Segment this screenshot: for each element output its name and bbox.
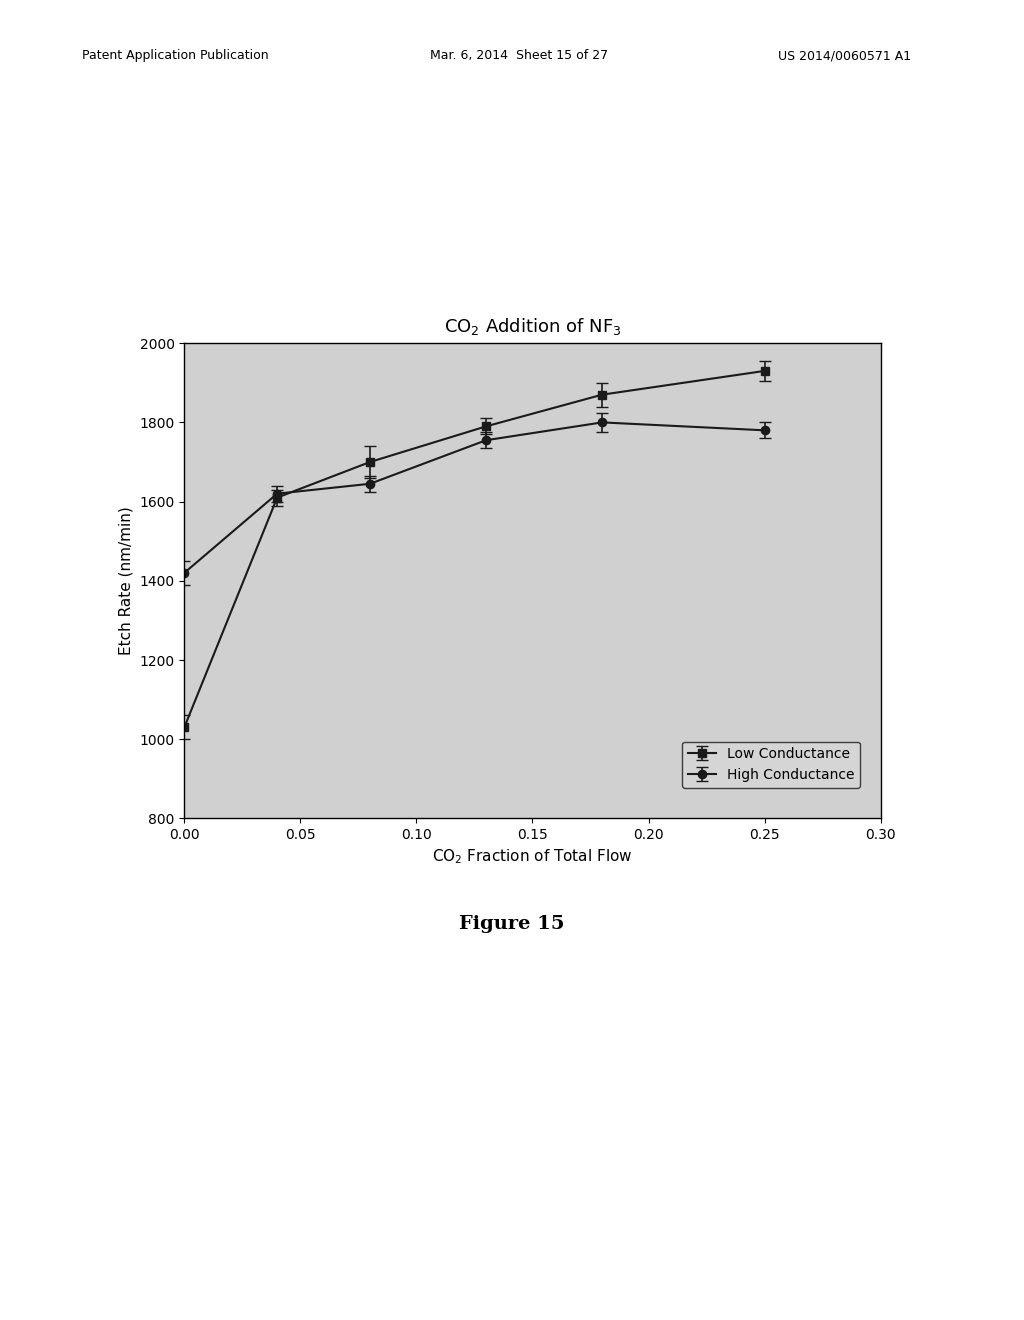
Text: Patent Application Publication: Patent Application Publication [82, 49, 268, 62]
Y-axis label: Etch Rate (nm/min): Etch Rate (nm/min) [119, 507, 134, 655]
Legend: Low Conductance, High Conductance: Low Conductance, High Conductance [682, 742, 860, 788]
Text: Figure 15: Figure 15 [459, 915, 565, 933]
Text: US 2014/0060571 A1: US 2014/0060571 A1 [778, 49, 911, 62]
Title: CO$_2$ Addition of NF$_3$: CO$_2$ Addition of NF$_3$ [443, 315, 622, 337]
Text: Mar. 6, 2014  Sheet 15 of 27: Mar. 6, 2014 Sheet 15 of 27 [430, 49, 608, 62]
X-axis label: CO$_2$ Fraction of Total Flow: CO$_2$ Fraction of Total Flow [432, 847, 633, 866]
